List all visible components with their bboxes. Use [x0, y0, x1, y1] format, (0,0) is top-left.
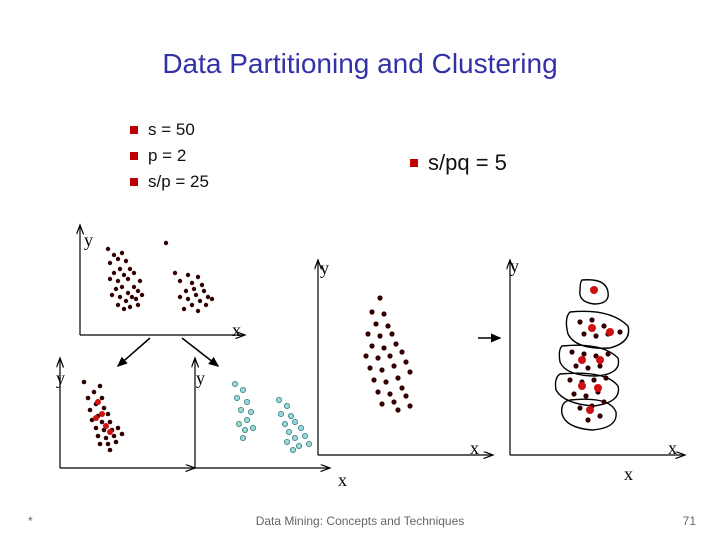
axis-label-x: x — [624, 464, 633, 485]
axis-label-x: x — [668, 438, 677, 459]
axis-label-x: x — [338, 470, 347, 491]
footer-center: Data Mining: Concepts and Techniques — [0, 514, 720, 528]
axis-label-y: y — [320, 258, 329, 279]
diagram-svg — [0, 0, 720, 540]
axis-label-y: y — [84, 230, 93, 251]
axis-label-y: y — [56, 368, 65, 389]
slide: { "title": "Data Partitioning and Cluste… — [0, 0, 720, 540]
axis-label-y: y — [196, 368, 205, 389]
axis-label-x: x — [232, 320, 241, 341]
footer-right: 71 — [683, 514, 696, 528]
axis-label-x: x — [470, 438, 479, 459]
axis-label-y: y — [510, 256, 519, 277]
